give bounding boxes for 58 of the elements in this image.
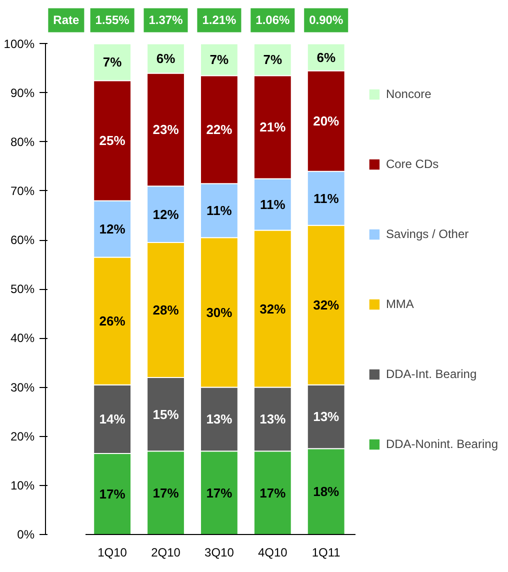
y-tick-label: 60% bbox=[10, 233, 35, 248]
legend-label: Noncore bbox=[386, 87, 432, 101]
data-label: 20% bbox=[313, 114, 340, 129]
data-label: 7% bbox=[210, 52, 230, 68]
data-label: 15% bbox=[152, 406, 180, 422]
y-tick-label: 50% bbox=[10, 282, 35, 296]
x-tick-label: 2Q10 bbox=[151, 546, 181, 560]
data-label: 26% bbox=[99, 314, 126, 329]
y-tick-label: 0% bbox=[17, 528, 35, 542]
y-tick-label: 90% bbox=[10, 86, 35, 100]
text: 1.21% bbox=[202, 13, 237, 28]
data-label: 12% bbox=[152, 206, 180, 222]
data-label: 22% bbox=[206, 122, 233, 138]
text: 1.37% bbox=[148, 13, 184, 28]
data-label: 13% bbox=[313, 409, 340, 424]
data-label: 12% bbox=[99, 222, 126, 237]
legend-label: DDA-Int. Bearing bbox=[386, 367, 477, 381]
data-label: 28% bbox=[152, 302, 180, 318]
data-label: 25% bbox=[99, 133, 126, 148]
data-label: 17% bbox=[260, 485, 286, 500]
data-label: 11% bbox=[313, 190, 340, 206]
y-tick-label: 30% bbox=[10, 380, 35, 394]
data-label: 17% bbox=[152, 485, 180, 500]
data-label: 11% bbox=[206, 203, 232, 218]
legend-label: DDA-Nonint. Bearing bbox=[386, 437, 498, 451]
y-tick-label: 20% bbox=[10, 429, 35, 444]
legend-label: Savings / Other bbox=[386, 227, 469, 241]
y-tick-label: 40% bbox=[10, 331, 35, 346]
data-label: 32% bbox=[313, 298, 340, 313]
x-tick-label: 3Q10 bbox=[204, 546, 234, 560]
legend-label: Core CDs bbox=[386, 157, 439, 171]
y-tick-label: 100% bbox=[4, 36, 35, 51]
data-label: 13% bbox=[260, 412, 286, 427]
text: 1.06% bbox=[256, 13, 290, 28]
y-tick-label: 10% bbox=[10, 478, 35, 492]
x-tick-label: 1Q11 bbox=[312, 546, 341, 560]
y-tick-label: 70% bbox=[10, 184, 35, 198]
data-label: 23% bbox=[152, 122, 180, 138]
data-label: 7% bbox=[263, 52, 282, 68]
data-label: 7% bbox=[102, 54, 122, 70]
data-label: 11% bbox=[260, 196, 286, 212]
data-label: 17% bbox=[99, 486, 126, 502]
data-label: 30% bbox=[206, 304, 233, 320]
x-tick-label: 4Q10 bbox=[258, 546, 288, 560]
text: 0.90% bbox=[309, 13, 344, 28]
data-label: 14% bbox=[99, 412, 126, 427]
data-label: 6% bbox=[316, 50, 336, 65]
data-label: 6% bbox=[156, 50, 176, 66]
x-tick-label: 1Q10 bbox=[98, 546, 128, 560]
legend-label: MMA bbox=[386, 297, 414, 311]
data-label: 18% bbox=[313, 484, 340, 500]
text: 1.55% bbox=[95, 13, 130, 28]
data-label: 13% bbox=[206, 412, 233, 427]
text: Rate bbox=[53, 13, 80, 28]
data-label: 17% bbox=[206, 485, 233, 500]
y-tick-label: 80% bbox=[10, 134, 35, 149]
data-label: 21% bbox=[260, 120, 286, 135]
data-label: 32% bbox=[260, 301, 286, 316]
